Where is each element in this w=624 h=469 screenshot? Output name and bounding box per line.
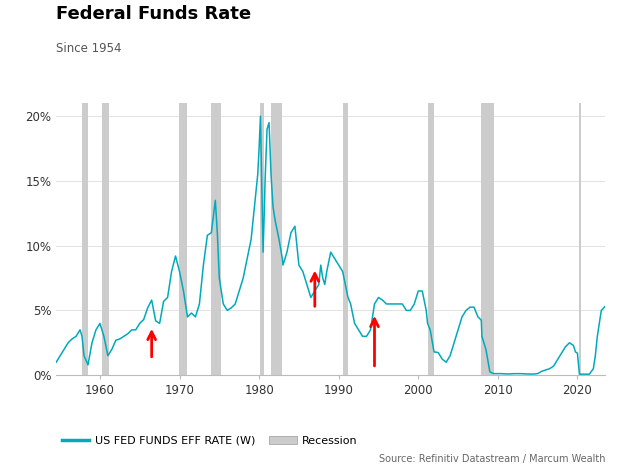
- Bar: [271, 103, 282, 375]
- Text: Federal Funds Rate: Federal Funds Rate: [56, 5, 251, 23]
- Bar: [211, 103, 221, 375]
- Bar: [82, 103, 88, 375]
- Bar: [260, 103, 265, 375]
- Bar: [179, 103, 187, 375]
- Bar: [579, 103, 582, 375]
- Legend: US FED FUNDS EFF RATE (W), Recession: US FED FUNDS EFF RATE (W), Recession: [62, 436, 358, 446]
- Text: Since 1954: Since 1954: [56, 42, 122, 55]
- Bar: [343, 103, 348, 375]
- Bar: [481, 103, 494, 375]
- Text: Source: Refinitiv Datastream / Marcum Wealth: Source: Refinitiv Datastream / Marcum We…: [379, 454, 605, 464]
- Bar: [102, 103, 109, 375]
- Bar: [427, 103, 434, 375]
